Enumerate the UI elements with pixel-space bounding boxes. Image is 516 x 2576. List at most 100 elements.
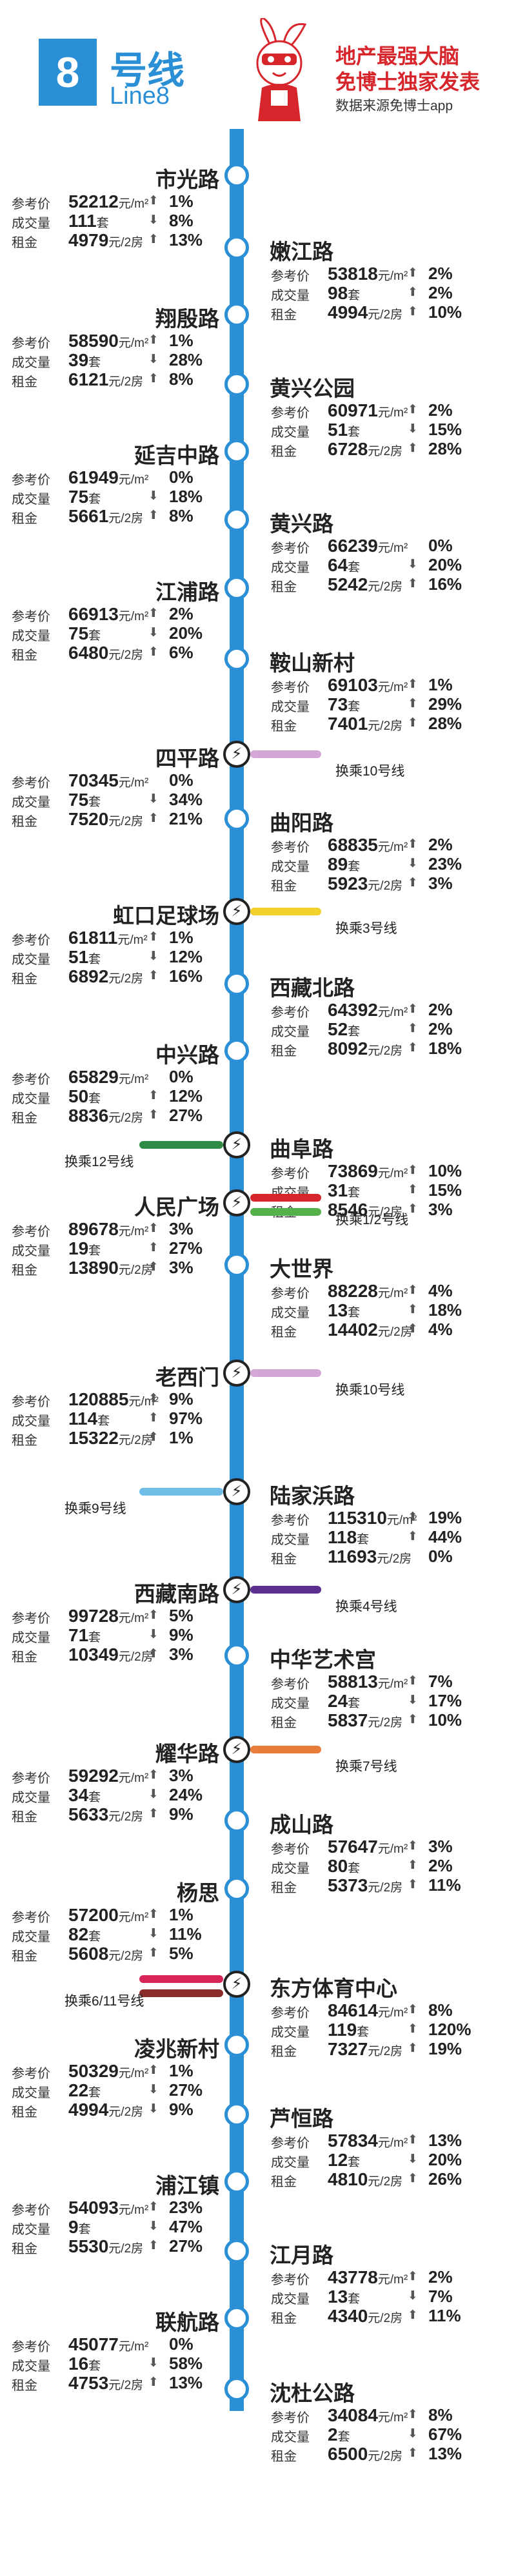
stat-row-rent: 租金 4994元/2房 ⬇ 9% [12, 2100, 212, 2121]
station-dot[interactable] [224, 1039, 249, 1063]
stat-unit: 元/2房 [377, 1325, 413, 1339]
station-name[interactable]: 老西门 [155, 1365, 219, 1389]
station-dot[interactable] [224, 2239, 249, 2263]
station-name[interactable]: 曲阳路 [270, 811, 333, 835]
stat-change: 23% [428, 854, 462, 873]
header: 8 号线 Line8 地产最强大脑 免博士独家发表 数据来源免博士app [0, 0, 516, 135]
stat-value: 114套 [68, 1409, 110, 1429]
transfer-line-bar [250, 1194, 321, 1202]
stat-label: 参考价 [12, 473, 50, 487]
station-name[interactable]: 鞍山新村 [270, 651, 355, 675]
stat-number: 75 [68, 623, 89, 643]
station-dot[interactable] [224, 806, 249, 831]
stat-row-volume: 成交量 82套 ⬇ 11% [12, 1924, 212, 1946]
station-dot[interactable] [224, 576, 249, 600]
stat-change: 17% [428, 1691, 462, 1710]
station-name[interactable]: 江浦路 [155, 580, 219, 604]
stat-row-rent: 租金 14402元/2房 ⬆ 4% [271, 1320, 471, 1341]
station-name[interactable]: 延吉中路 [134, 444, 219, 467]
stat-label: 成交量 [271, 1697, 310, 1711]
stat-number: 52212 [68, 191, 119, 211]
station-dot[interactable] [224, 971, 249, 996]
stat-change: 0% [428, 536, 453, 555]
station-name[interactable]: 西藏南路 [134, 1582, 219, 1606]
stat-change: 3% [169, 1219, 194, 1238]
station-name[interactable]: 虹口足球场 [113, 904, 219, 928]
station-dot[interactable] [224, 2033, 249, 2057]
station-dot[interactable] [224, 163, 249, 188]
station-name[interactable]: 凌兆新村 [134, 2037, 219, 2061]
station-dot[interactable] [224, 2377, 249, 2401]
up-arrow-icon: ⬆ [408, 1283, 418, 1297]
station-name[interactable]: 西藏北路 [270, 976, 355, 1000]
station-name[interactable]: 人民广场 [134, 1195, 219, 1219]
station-name[interactable]: 东方体育中心 [270, 1976, 397, 2000]
station-name[interactable]: 中华艺术宫 [270, 1648, 376, 1672]
transfer-station-icon[interactable]: ⚡ [223, 1189, 250, 1216]
stat-label: 租金 [271, 1325, 297, 1340]
station-dot[interactable] [224, 1253, 249, 1277]
transfer-station-icon[interactable]: ⚡ [223, 1736, 250, 1763]
stat-unit: 元/m² [128, 1395, 159, 1409]
station-name[interactable]: 浦江镇 [155, 2174, 219, 2198]
up-arrow-icon: ⬆ [408, 2172, 418, 2185]
station-name[interactable]: 嫩江路 [270, 240, 333, 264]
station-name[interactable]: 联航路 [155, 2310, 219, 2334]
transfer-station-icon[interactable]: ⚡ [223, 1360, 250, 1387]
stat-row-volume: 成交量 51套 ⬇ 12% [12, 947, 212, 968]
stat-value: 8836元/2房 [68, 1106, 143, 1126]
station-name[interactable]: 市光路 [155, 168, 219, 191]
station-dot[interactable] [224, 1808, 249, 1833]
station-dot[interactable] [224, 302, 249, 327]
station-dot[interactable] [224, 235, 249, 260]
stat-change: 13% [169, 2373, 203, 2392]
station-name[interactable]: 黄兴公园 [270, 376, 355, 400]
stat-number: 4994 [328, 302, 368, 322]
station-name[interactable]: 翔殷路 [155, 307, 219, 331]
station-name[interactable]: 四平路 [155, 746, 219, 770]
station-dot[interactable] [224, 647, 249, 671]
transfer-station-icon[interactable]: ⚡ [223, 1576, 250, 1603]
station-name[interactable]: 成山路 [270, 1813, 333, 1837]
stat-number: 2 [328, 2425, 338, 2444]
station-name[interactable]: 杨思 [177, 1881, 219, 1905]
transfer-station-icon[interactable]: ⚡ [223, 1971, 250, 1998]
transfer-station-icon[interactable]: ⚡ [223, 1131, 250, 1158]
stat-unit: 套 [348, 700, 361, 714]
stat-value: 54093元/m² [68, 2198, 148, 2218]
station-dot[interactable] [224, 2169, 249, 2194]
station-name[interactable]: 陆家浜路 [270, 1484, 355, 1508]
stat-unit: 元/m² [118, 2067, 149, 2080]
station-dot[interactable] [224, 1643, 249, 1668]
station-dot[interactable] [224, 2306, 249, 2330]
station-dot[interactable] [224, 2102, 249, 2127]
station-dot[interactable] [224, 372, 249, 396]
transfer-station-icon[interactable]: ⚡ [223, 1478, 250, 1505]
station-name[interactable]: 芦恒路 [270, 2107, 333, 2131]
down-arrow-icon: ⬇ [148, 792, 159, 806]
station-name[interactable]: 沈杜公路 [270, 2381, 355, 2405]
transfer-station-icon[interactable]: ⚡ [223, 898, 250, 925]
station-name[interactable]: 中兴路 [155, 1043, 219, 1067]
stat-row-volume: 成交量 71套 ⬇ 9% [12, 1625, 212, 1646]
stat-change: 1% [169, 2061, 194, 2080]
stat-unit: 套 [348, 860, 361, 873]
station-dot[interactable] [224, 507, 249, 532]
stat-change: 16% [169, 966, 203, 986]
station-name[interactable]: 曲阜路 [270, 1137, 333, 1161]
station-name[interactable]: 江月路 [270, 2243, 333, 2267]
transfer-line-bar [250, 908, 321, 915]
station-dot[interactable] [224, 439, 249, 463]
station-name[interactable]: 耀华路 [155, 1742, 219, 1766]
stat-change: 9% [169, 1804, 194, 1824]
transfer-station-icon[interactable]: ⚡ [223, 741, 250, 768]
stat-number: 11693 [328, 1547, 377, 1566]
line-number-badge: 8 [39, 39, 97, 106]
transfer-label: 换乘6/11号线 [64, 1994, 144, 2009]
station-name[interactable]: 大世界 [270, 1257, 333, 1281]
station-name[interactable]: 黄兴路 [270, 512, 333, 536]
up-arrow-icon: ⬆ [408, 1183, 418, 1196]
stat-number: 53818 [328, 264, 378, 284]
station-dot[interactable] [224, 1877, 249, 1901]
up-arrow-icon: ⬆ [148, 509, 159, 522]
